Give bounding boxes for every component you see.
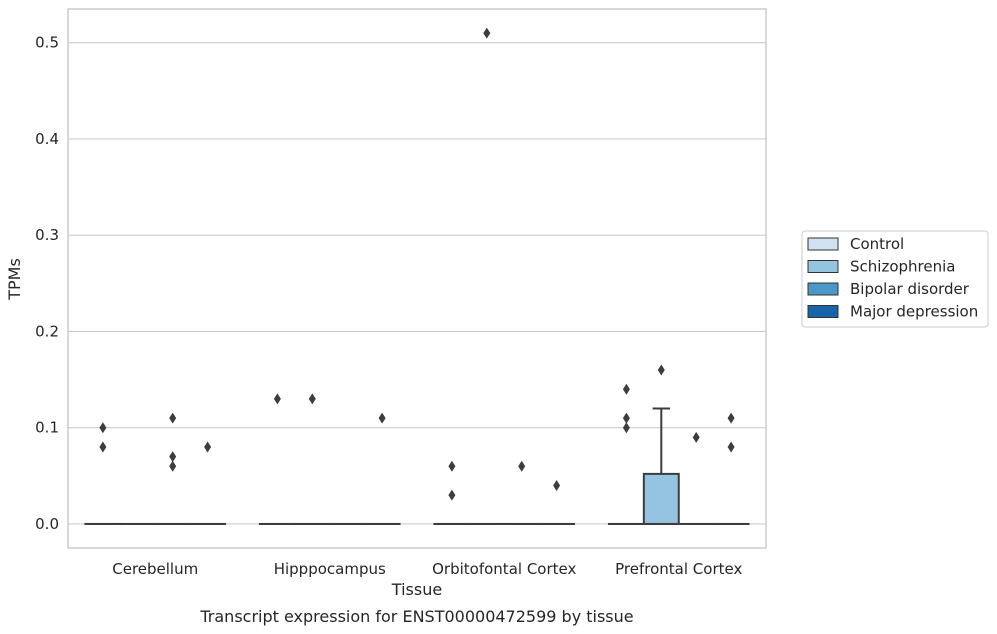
y-tick-label: 0.2 bbox=[35, 322, 59, 340]
legend-label: Major depression bbox=[850, 303, 978, 321]
outlier-point bbox=[448, 460, 456, 472]
outlier-point bbox=[622, 412, 630, 424]
legend-frame bbox=[801, 230, 989, 328]
plot-area bbox=[84, 27, 750, 525]
x-tick-label: Prefrontal Cortex bbox=[615, 560, 742, 578]
outlier-point bbox=[169, 451, 177, 463]
outlier-point bbox=[727, 441, 735, 453]
outlier-point bbox=[99, 441, 107, 453]
legend: Control Schizophrenia Bipolar disorder Majo… bbox=[801, 230, 989, 328]
outlier-point bbox=[273, 393, 281, 405]
legend-swatch bbox=[807, 237, 839, 251]
legend-label: Bipolar disorder bbox=[850, 280, 970, 298]
outlier-point bbox=[378, 412, 386, 424]
legend-label: Schizophrenia bbox=[850, 258, 955, 276]
y-axis-label: TPMs bbox=[5, 258, 24, 301]
legend-label: Control bbox=[850, 235, 904, 253]
outlier-point bbox=[692, 431, 700, 443]
legend-swatch bbox=[807, 260, 839, 273]
y-axis-ticks: 0.0 0.1 0.2 0.3 0.4 0.5 bbox=[35, 34, 59, 533]
y-tick-label: 0.5 bbox=[35, 34, 59, 52]
outlier-point bbox=[169, 460, 177, 472]
x-tick-label: Cerebellum bbox=[112, 560, 198, 578]
y-tick-label: 0.3 bbox=[35, 226, 59, 244]
outlier-point bbox=[308, 393, 316, 405]
x-tick-label: Orbitofontal Cortex bbox=[432, 560, 576, 578]
outlier-point bbox=[727, 412, 735, 424]
outlier-point bbox=[99, 422, 107, 434]
box-body bbox=[642, 472, 680, 525]
outlier-point bbox=[518, 460, 526, 472]
chart-caption: Transcript expression for ENST0000047259… bbox=[199, 607, 633, 626]
outlier-point bbox=[657, 364, 665, 376]
outlier-point bbox=[204, 441, 212, 453]
plot-frame bbox=[67, 8, 767, 549]
y-tick-label: 0.4 bbox=[35, 130, 59, 148]
outlier-point bbox=[483, 27, 491, 39]
y-tick-label: 0.0 bbox=[35, 515, 59, 533]
x-tick-label: Hipppocampus bbox=[274, 560, 386, 578]
outlier-point bbox=[448, 489, 456, 501]
outlier-point bbox=[622, 422, 630, 434]
legend-swatch bbox=[807, 282, 839, 296]
outlier-point bbox=[622, 383, 630, 395]
y-tick-label: 0.1 bbox=[35, 419, 59, 437]
legend-swatch bbox=[807, 305, 839, 318]
x-axis-label: Tissue bbox=[391, 580, 442, 599]
outlier-point bbox=[553, 479, 561, 491]
x-axis-ticks: Cerebellum Hipppocampus Orbitofontal Corte… bbox=[112, 560, 742, 578]
outlier-point bbox=[169, 412, 177, 424]
